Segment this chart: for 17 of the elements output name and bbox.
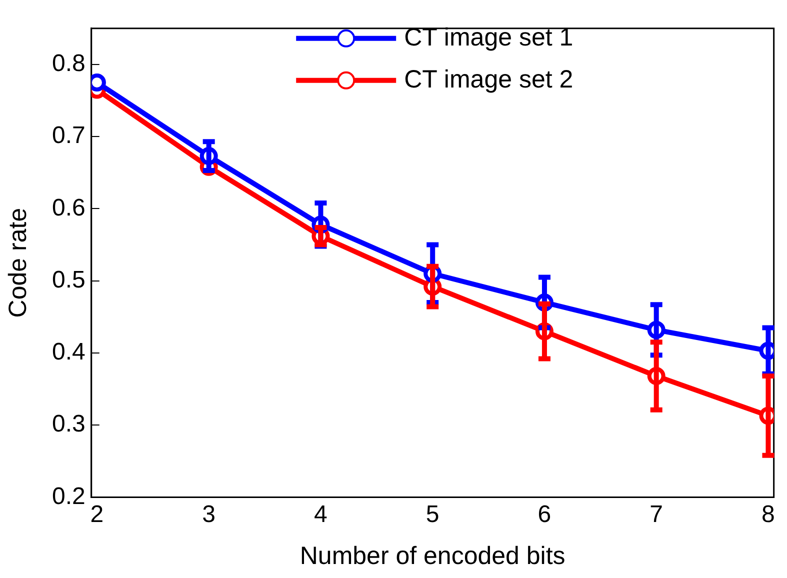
x-tick-label: 2	[90, 501, 104, 528]
legend-label: CT image set 2	[404, 65, 574, 94]
x-tick-label: 3	[202, 501, 216, 528]
y-tick-label: 0.3	[52, 410, 86, 438]
x-tick-label: 8	[762, 501, 775, 528]
y-tick-label: 0.7	[52, 122, 86, 150]
y-tick-label: 0.4	[52, 338, 86, 366]
y-tick-label: 0.8	[52, 50, 86, 78]
y-tick-label: 0.6	[52, 194, 86, 222]
y-tick-label: 0.2	[52, 482, 86, 510]
x-axis-title: Number of encoded bits	[300, 542, 566, 570]
x-tick-label: 4	[314, 501, 328, 528]
x-tick-label: 6	[538, 501, 552, 528]
x-tick-label: 5	[426, 501, 440, 528]
y-tick-label: 0.5	[52, 266, 86, 294]
x-tick-label: 7	[650, 501, 664, 528]
y-axis-title: Code rate	[4, 208, 32, 318]
